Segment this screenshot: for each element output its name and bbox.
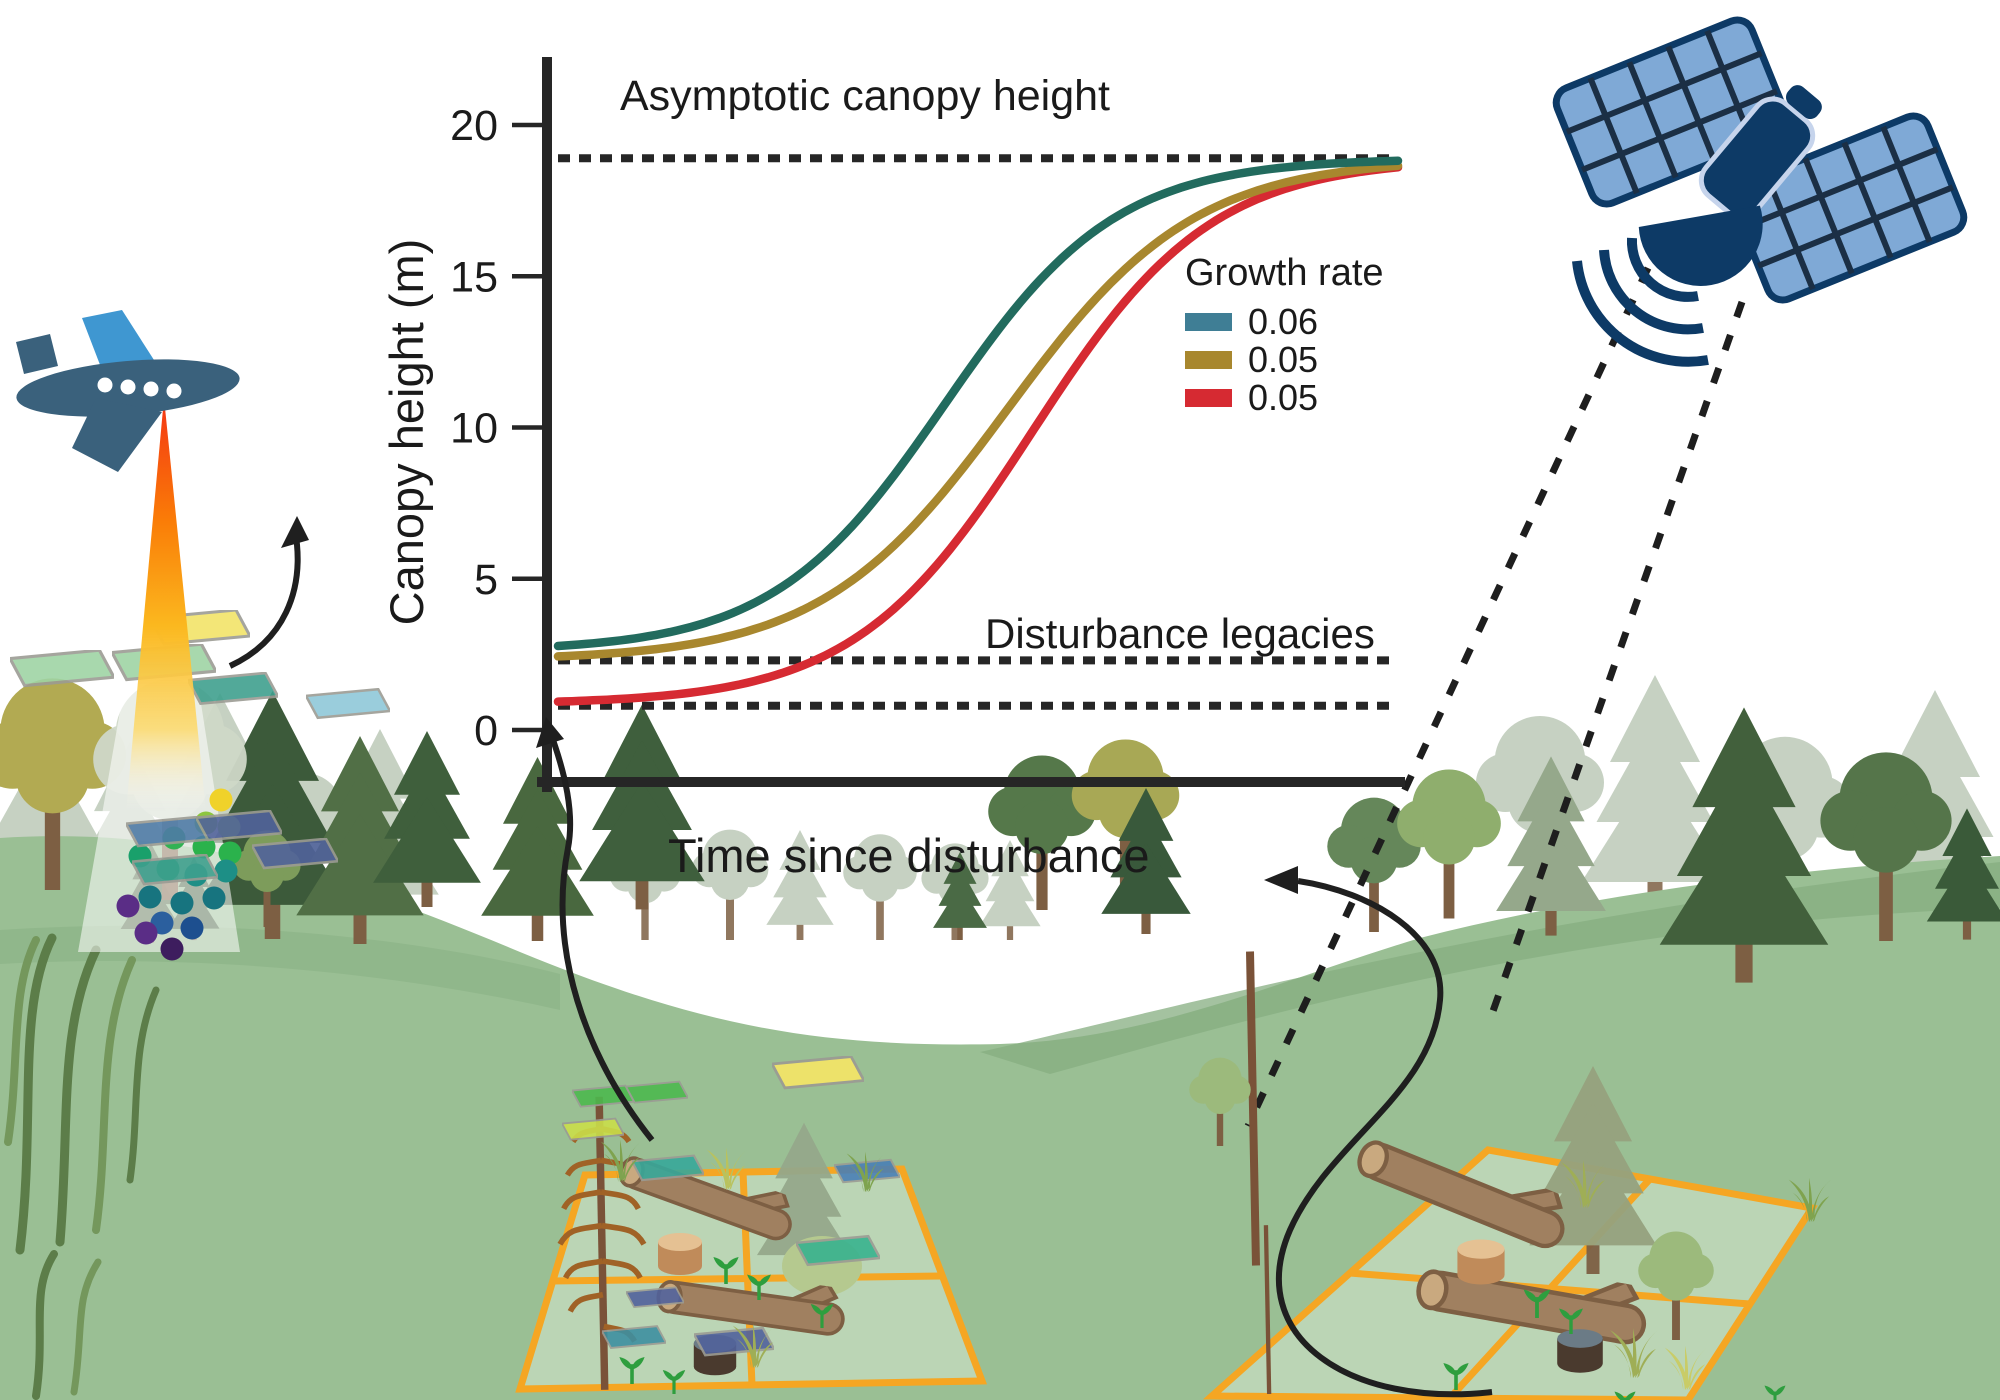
arrow-to-ylabel: [228, 529, 301, 669]
legacies-label: Disturbance legacies: [985, 610, 1375, 657]
field-plot-left: [515, 1056, 988, 1394]
x-axis-label: Time since disturbance: [668, 829, 1150, 882]
y-axis-label: Canopy height (m): [380, 238, 433, 626]
legend-label: 0.06: [1248, 301, 1319, 342]
radar-waves-icon: [1572, 237, 1709, 367]
y-tick-label-15: 15: [450, 253, 498, 301]
canopy-height-chart: 0 5 10 15 20: [450, 57, 1405, 792]
arrow-to-legacy: [546, 727, 655, 1142]
satellite-icon: [1552, 16, 1968, 367]
stump: [1457, 1239, 1505, 1285]
legend-rows: 0.06 0.05 0.05: [1185, 301, 1384, 418]
grass-clump: [4, 933, 160, 1400]
legend-entry-2: 0.05: [1185, 377, 1384, 418]
arrow-to-xlabel: [1275, 878, 1493, 1398]
legend-label: 0.05: [1248, 339, 1319, 380]
stump: [1557, 1329, 1603, 1373]
growth-curve-rate-0.05-1: [553, 161, 1403, 661]
airplane-lidar-icon: [16, 310, 240, 812]
satellite-dish: [1638, 205, 1763, 286]
asymptote-label: Asymptotic canopy height: [620, 72, 1110, 120]
legend-entry-0: 0.06: [1185, 301, 1384, 342]
field-plot-right: [1189, 835, 1832, 1400]
legend-entry-1: 0.05: [1185, 339, 1384, 380]
satellite-body: [1698, 85, 1822, 220]
growth-rate-legend: Growth rate 0.06 0.05 0.05: [1185, 252, 1384, 418]
growth-curve-rate-0.05-0: [553, 163, 1403, 706]
stump: [658, 1233, 702, 1275]
airplane-wing: [72, 398, 162, 472]
chart-dynamic-layer: 0 5 10 15 20: [450, 102, 1403, 755]
field-plot-grid: [1202, 1146, 1818, 1400]
legend-swatch: [1185, 351, 1232, 369]
raster-tile-yellow: [772, 1056, 864, 1090]
airplane-tailfin: [82, 310, 154, 370]
y-tick-label-5: 5: [474, 556, 498, 604]
legend-title: Growth rate: [1185, 252, 1384, 294]
annotation-arrows: [228, 516, 1493, 1398]
legend-label: 0.05: [1248, 377, 1319, 418]
legend-swatch: [1185, 389, 1232, 407]
lidar-beam-icon: [126, 398, 206, 812]
growth-curve-rate-0.06-2: [553, 156, 1403, 651]
y-tick-label-20: 20: [450, 102, 498, 150]
y-tick-label-0: 0: [474, 707, 498, 755]
y-tick-label-10: 10: [450, 405, 498, 453]
legend-swatch: [1185, 313, 1232, 331]
